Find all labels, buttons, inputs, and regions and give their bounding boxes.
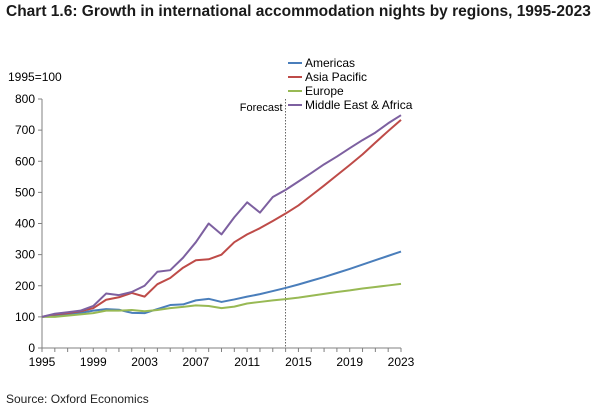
x-tick-label: 1995 [29,355,56,369]
legend-label-middle-east-africa: Middle East & Africa [305,98,413,112]
x-tick-label: 2007 [183,355,210,369]
chart-title: Chart 1.6: Growth in international accom… [6,3,591,20]
y-tick-label: 0 [28,341,35,355]
legend-label-asia-pacific: Asia Pacific [305,70,367,84]
series-line-middle-east-africa [41,114,402,318]
x-tick-label: 2003 [131,355,158,369]
axes: 0 100 200 300 400 500 600 700 800 1995 1999 2003 200… [15,92,415,369]
y-tick-label: 500 [15,185,35,199]
series-line-americas [41,250,402,318]
forecast-label: Forecast [240,102,283,114]
y-tick-label: 300 [15,248,35,262]
y-tick-label: 700 [15,123,35,137]
x-tick-label: 2011 [234,355,260,369]
x-tick-label: 1999 [80,355,107,369]
x-tick-label: 2019 [336,355,363,369]
y-axis-label: 1995=100 [8,70,62,84]
legend-label-americas: Americas [305,56,355,70]
y-tick-label: 600 [15,154,35,168]
series-layer [41,114,402,318]
series-line-asia-pacific [41,119,402,318]
legend-label-europe: Europe [305,84,344,98]
x-tick-label: 2023 [388,355,415,369]
y-tick-label: 200 [15,279,35,293]
x-tick-label: 2015 [285,355,312,369]
y-tick-label: 400 [15,217,35,231]
y-tick-label: 800 [15,92,35,106]
source-note: Source: Oxford Economics [6,392,149,406]
y-tick-label: 100 [15,310,35,324]
series-line-europe [42,282,402,318]
